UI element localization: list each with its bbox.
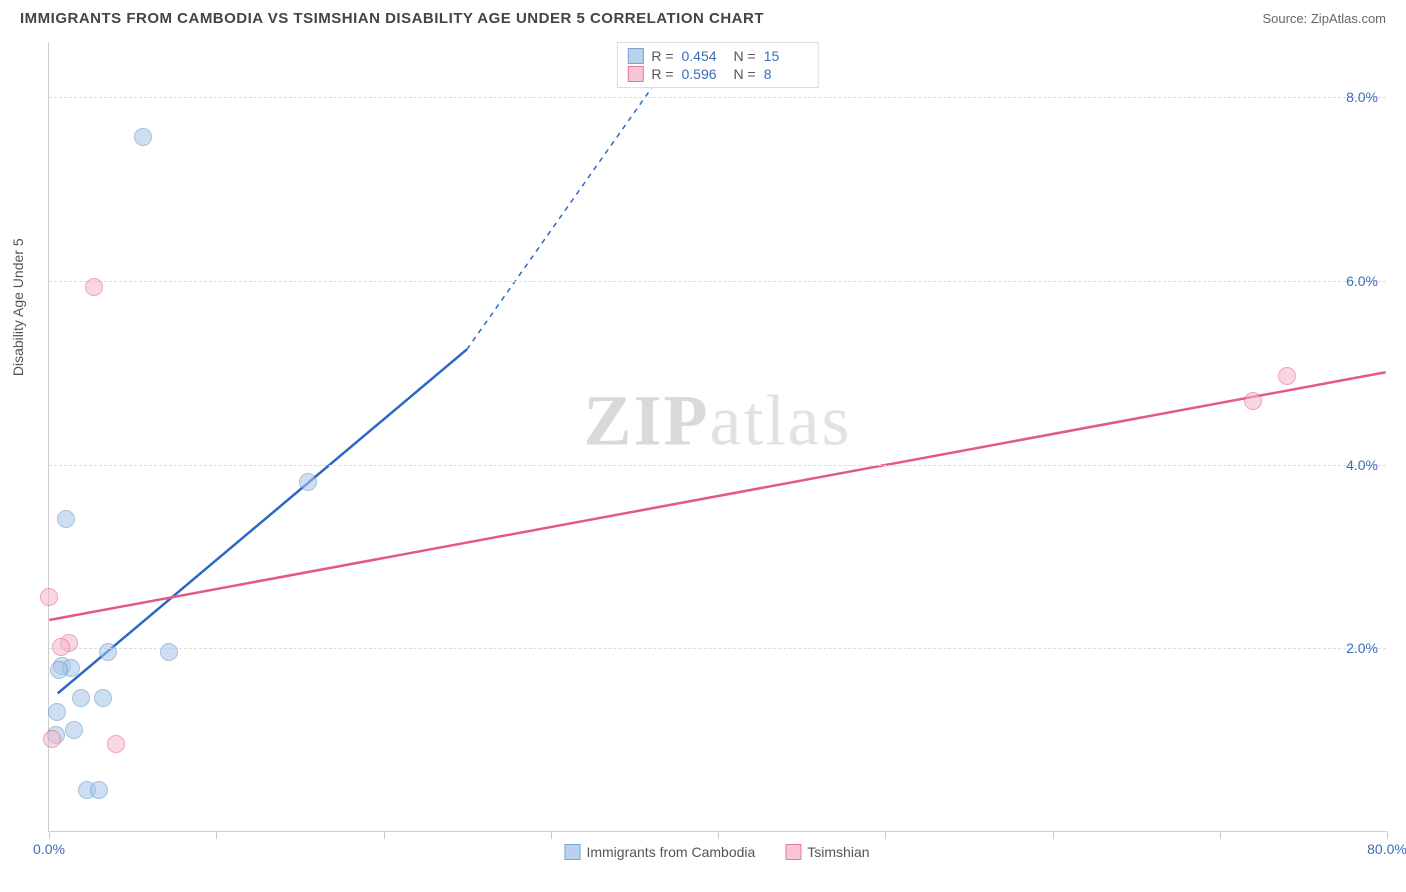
legend-item: Tsimshian [785, 844, 869, 860]
watermark: ZIPatlas [584, 379, 852, 462]
data-point [85, 278, 103, 296]
y-axis-label: Disability Age Under 5 [10, 238, 26, 376]
gridline [49, 97, 1386, 98]
chart-title: IMMIGRANTS FROM CAMBODIA VS TSIMSHIAN DI… [20, 10, 764, 27]
series-swatch [627, 66, 643, 82]
y-tick-label: 2.0% [1346, 640, 1378, 656]
x-tick [1387, 831, 1388, 839]
source-attribution: Source: ZipAtlas.com [1262, 11, 1386, 26]
n-value: 15 [764, 48, 808, 64]
chart-header: IMMIGRANTS FROM CAMBODIA VS TSIMSHIAN DI… [0, 0, 1406, 35]
gridline [49, 648, 1386, 649]
data-point [160, 643, 178, 661]
y-tick-label: 8.0% [1346, 89, 1378, 105]
data-point [134, 128, 152, 146]
data-point [65, 721, 83, 739]
n-label: N = [734, 66, 756, 82]
n-value: 8 [764, 66, 808, 82]
data-point [50, 661, 68, 679]
series-swatch [627, 48, 643, 64]
data-point [48, 703, 66, 721]
stats-box: R = 0.454 N = 15 R = 0.596 N = 8 [616, 42, 818, 88]
data-point [40, 588, 58, 606]
r-value: 0.596 [682, 66, 726, 82]
legend-label: Tsimshian [807, 844, 869, 860]
r-label: R = [651, 48, 673, 64]
data-point [52, 638, 70, 656]
data-point [94, 689, 112, 707]
data-point [1244, 392, 1262, 410]
data-point [90, 781, 108, 799]
data-point [99, 643, 117, 661]
legend-label: Immigrants from Cambodia [586, 844, 755, 860]
y-tick-label: 4.0% [1346, 457, 1378, 473]
stats-row: R = 0.454 N = 15 [627, 47, 807, 65]
x-tick [1053, 831, 1054, 839]
series-swatch [785, 844, 801, 860]
r-value: 0.454 [682, 48, 726, 64]
data-point [72, 689, 90, 707]
data-point [1278, 367, 1296, 385]
trend-line [58, 349, 467, 693]
stats-row: R = 0.596 N = 8 [627, 65, 807, 83]
data-point [299, 473, 317, 491]
data-point [57, 510, 75, 528]
legend: Immigrants from Cambodia Tsimshian [564, 844, 869, 860]
data-point [107, 735, 125, 753]
x-tick [49, 831, 50, 839]
chart-area: ZIPatlas 2.0%4.0%6.0%8.0%0.0%80.0% R = 0… [48, 42, 1386, 832]
r-label: R = [651, 66, 673, 82]
x-tick [718, 831, 719, 839]
trend-line [49, 372, 1385, 620]
y-tick-label: 6.0% [1346, 273, 1378, 289]
gridline [49, 281, 1386, 282]
trend-line-dash [467, 42, 684, 349]
data-point [43, 730, 61, 748]
series-swatch [564, 844, 580, 860]
x-tick [1220, 831, 1221, 839]
x-tick [216, 831, 217, 839]
n-label: N = [734, 48, 756, 64]
x-tick [885, 831, 886, 839]
plot-region: ZIPatlas 2.0%4.0%6.0%8.0%0.0%80.0% R = 0… [48, 42, 1386, 832]
x-tick-label: 0.0% [33, 841, 65, 857]
trend-lines [49, 42, 1386, 831]
x-tick-label: 80.0% [1367, 841, 1406, 857]
x-tick [551, 831, 552, 839]
legend-item: Immigrants from Cambodia [564, 844, 755, 860]
x-tick [384, 831, 385, 839]
gridline [49, 465, 1386, 466]
